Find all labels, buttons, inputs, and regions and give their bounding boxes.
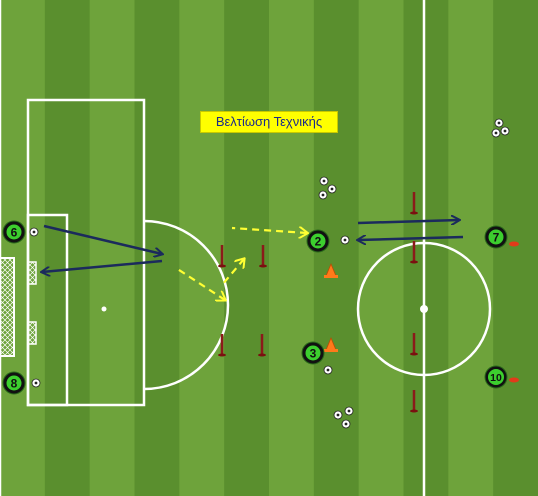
- ball: [333, 410, 343, 420]
- player-3: 3: [301, 341, 325, 365]
- dribble-arrow: [231, 228, 307, 233]
- penalty-spot: [101, 306, 107, 312]
- dribble-arrow: [175, 267, 225, 300]
- pitch-lines: [0, 0, 492, 496]
- pass-arrow: [43, 224, 162, 254]
- grass-stripe: [269, 0, 315, 496]
- player-6: 6: [2, 220, 26, 244]
- pass-arrows: [42, 220, 464, 272]
- center-spot: [420, 305, 428, 313]
- player-number: 10: [490, 372, 502, 384]
- player-7: 7: [484, 225, 508, 249]
- player-number: 2: [315, 235, 322, 249]
- dribble-arrow: [221, 259, 244, 286]
- players: 6 8 2 3 7 10: [2, 220, 508, 395]
- grass-stripe: [493, 0, 538, 496]
- pole: [410, 192, 418, 215]
- pole: [258, 334, 266, 357]
- goal: [0, 257, 15, 357]
- player-number: 8: [11, 377, 18, 391]
- ball: [318, 190, 328, 200]
- goal-area: [26, 213, 69, 407]
- player-2: 2: [306, 229, 330, 253]
- grass-stripe: [448, 0, 494, 496]
- mini-goal-upper: [27, 261, 37, 285]
- grass-stripe: [179, 0, 225, 496]
- cone: [324, 262, 338, 278]
- pole: [218, 334, 226, 357]
- pole: [410, 390, 418, 413]
- cone: [324, 336, 338, 352]
- flat-marker: [509, 241, 519, 247]
- ball: [491, 128, 501, 138]
- ball: [494, 118, 504, 128]
- player-number: 3: [310, 347, 317, 361]
- pole: [259, 245, 267, 268]
- player-8: 8: [2, 371, 26, 395]
- pass-arrow: [357, 220, 459, 223]
- ball: [323, 365, 333, 375]
- player-number: 6: [11, 226, 18, 240]
- cones: [324, 262, 338, 352]
- center-circle: [356, 241, 492, 377]
- mini-goal-lower: [27, 321, 37, 345]
- ball: [341, 419, 351, 429]
- pole: [410, 241, 418, 264]
- poles: [218, 192, 418, 413]
- drill-title: Βελτίωση Τεχνικής: [200, 111, 338, 133]
- player-number: 7: [493, 231, 500, 245]
- ball: [29, 227, 39, 237]
- grass-stripe: [403, 0, 449, 496]
- ball: [500, 126, 510, 136]
- ball: [340, 235, 350, 245]
- pole: [218, 245, 226, 268]
- ball: [31, 378, 41, 388]
- ball: [327, 184, 337, 194]
- dribble-arrows: [175, 228, 307, 300]
- pole: [410, 333, 418, 356]
- player-10: 10: [484, 365, 508, 389]
- pass-arrow: [42, 259, 163, 272]
- flat-markers: [509, 241, 519, 383]
- pass-arrow: [358, 237, 464, 240]
- flat-marker: [509, 377, 519, 383]
- grass-stripe: [0, 0, 46, 496]
- ball: [319, 176, 329, 186]
- ball: [344, 406, 354, 416]
- grass-stripe: [89, 0, 135, 496]
- penalty-arc: [143, 219, 230, 391]
